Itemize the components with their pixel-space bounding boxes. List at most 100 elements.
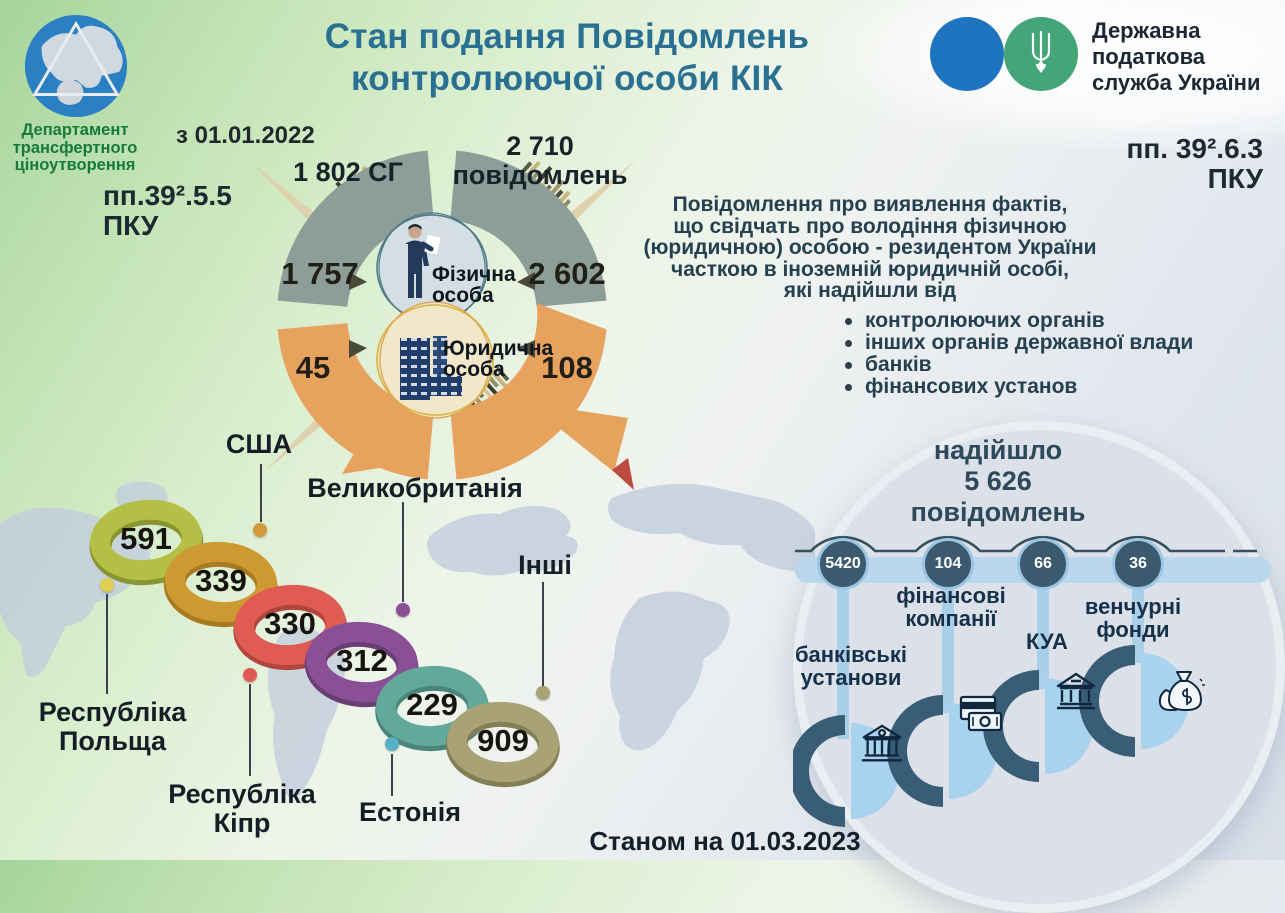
tax-service-name-line: Державна [1092,18,1201,43]
node-kua-count: 66 [1017,538,1069,590]
notice-line: Повідомлення про виявлення фактів, [672,193,1068,216]
page-title-line: Стан подання Повідомлень [324,17,810,56]
institution-icon [1056,672,1096,710]
since-date: з 01.01.2022 [176,122,315,149]
label-kua: КУА [1026,629,1068,654]
dept-logo [22,12,130,125]
country-label-poland: Республіка Польща [38,697,187,756]
ring-usa [163,541,278,628]
notch-decoration [517,272,535,290]
trident-icon [1031,30,1051,73]
individual-notifications-value: 2 602 [528,256,606,291]
tax-service-name: Державна податкова служба України [1092,18,1261,96]
dot-poland [100,578,114,592]
ring-uk [304,621,419,708]
segment-legal-notifications [450,303,607,480]
law-ref-right: пп. 39².6.3 ПКУ [1126,134,1263,194]
dot-estonia [385,737,399,751]
connector-line [1132,581,1144,663]
card-money-icon [959,695,1003,732]
leader-line-estonia [391,754,393,796]
label-venture: венчурні фонди [1084,594,1182,642]
notice-line: (юридичною) особою - резидентом України [643,236,1097,260]
dot-uk [396,603,410,617]
node-venture-count: 36 [1112,538,1164,590]
ring-other [445,701,560,788]
globe-triangle-icon [24,14,128,118]
law-article: пп. 39².6.3 [1126,133,1263,164]
notice-text: Повідомлення про виявлення фактів, що св… [600,194,1140,302]
page-title-line: контролюючої особи КІК [350,59,784,98]
bullet-icon [845,317,852,325]
leader-line-usa [260,464,262,522]
connector-line [837,581,849,739]
legal-label: Юридична особа [443,337,554,381]
money-bag-icon [1158,671,1205,711]
dept-caption-line: Департамент [21,121,129,139]
country-label-cyprus: Республіка Кіпр [168,779,316,838]
segment-individual-notifications [450,150,607,307]
bullet-item: контролюючих органів [845,309,1193,332]
notch-decoration [349,340,367,358]
hump-line [795,535,1257,553]
tax-service-name-line: служба України [1092,70,1261,95]
tax-service-name-line: податкова [1092,44,1206,69]
node-fincompany-count: 104 [922,538,974,590]
entities-total-label: 1 802 СГ [293,157,403,187]
notice-line: які надійшли від [783,279,957,303]
ring-poland [89,499,204,586]
wedge-decoration [612,458,634,490]
as-of-date: Станом на 01.03.2023 [589,826,861,856]
dept-caption-line: ціноутворення [14,156,136,174]
ring-value-estonia: 229 [406,687,458,722]
legal-entities-value: 45 [295,350,331,385]
law-article: пп.39².5.5 [103,180,232,211]
legal-notifications-value: 108 [541,350,593,385]
dept-logo-caption: Департамент трансфертного ціноутворення [0,121,150,175]
connector-line [942,581,954,713]
bullet-item: банків [845,353,1193,376]
country-label-estonia: Естонія [359,797,461,827]
bullet-icon [845,339,852,347]
label-bank: банківські установи [794,642,908,690]
notice-line: часткою в іноземній юридичній особі, [671,257,1069,281]
country-rings-chart [89,499,560,788]
bank-icon [861,724,903,762]
leader-line-other [542,582,544,686]
law-code: ПКУ [1207,163,1263,194]
law-code: ПКУ [103,210,159,241]
ring-value-usa: 339 [195,563,247,598]
bullet-item: інших органів державної влади [845,331,1193,354]
bullet-icon [845,383,852,391]
notch-decoration [349,272,367,290]
country-label-other: Інші [518,550,572,580]
country-label-usa: США [225,429,293,459]
country-label-uk: Великобританія [307,473,523,503]
notice-line: що свідчать про володіння фізичною [673,214,1067,238]
individual-circle [378,214,486,322]
building-icon [400,336,462,400]
ring-value-poland: 591 [120,521,172,556]
bullet-icon [845,361,852,369]
notice-bullets: контролюючих органів інших органів держа… [845,309,1193,398]
donut-chart [248,150,636,490]
page-title: Стан подання Повідомлень контролюючої ос… [282,16,852,100]
label-fincompany: фінансові компанії [896,583,1006,631]
dept-caption-line: трансфертного [12,138,138,157]
node-bank-count: 5420 [817,538,869,590]
leader-line-cyprus [249,684,251,776]
dot-cyprus [243,668,257,682]
ring-value-uk: 312 [336,643,388,678]
segment-legal-entities [277,323,434,480]
notch-decoration [517,340,535,358]
received-title: надійшло 5 626 повідомлень [910,435,1086,527]
received-circle: надійшло 5 626 повідомлень 5420 104 66 3… [793,421,1285,913]
person-icon [405,224,441,298]
trident-logo-circle [1004,17,1078,91]
bullet-item: фінансових установ [845,375,1193,398]
connector-line [1037,581,1049,689]
segment-individual-entities [277,150,434,307]
tax-service-blue-logo-icon [930,17,1004,91]
individual-label: Фізична особа [432,263,516,307]
